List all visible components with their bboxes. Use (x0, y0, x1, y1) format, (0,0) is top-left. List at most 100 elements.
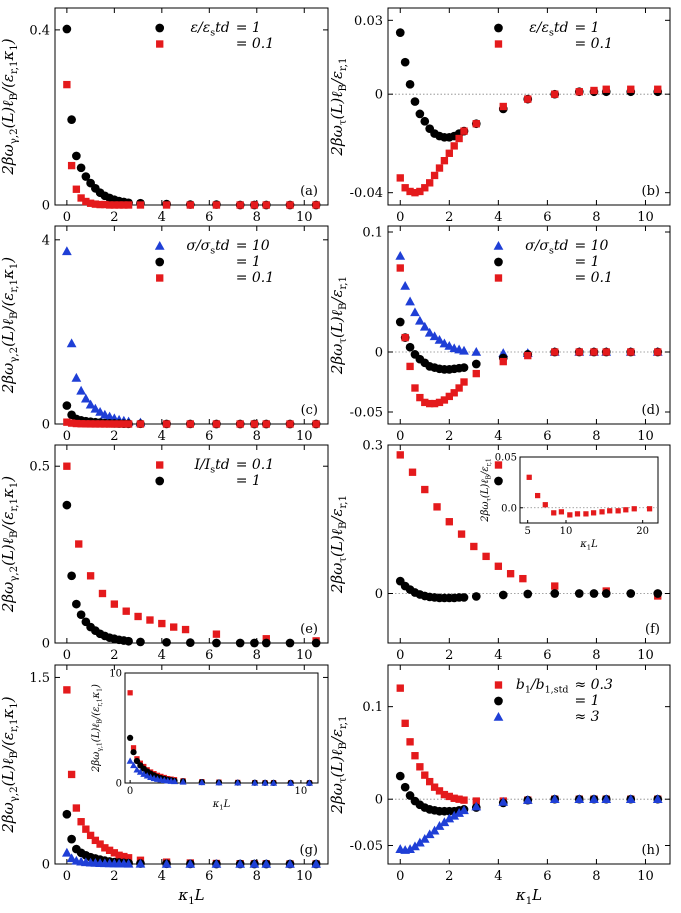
data-point (415, 315, 425, 325)
data-point (250, 638, 259, 648)
x-tick-label: 8 (253, 648, 261, 663)
data-point (235, 638, 245, 648)
legend-entry: = 1 (155, 20, 261, 36)
data-point (424, 327, 435, 337)
legend-entry: = 1 (494, 693, 600, 709)
data-point (162, 637, 171, 647)
data-point (471, 801, 482, 811)
inset-data-point (251, 779, 259, 786)
data-point (395, 317, 405, 327)
legend-entry: = 0.1 (494, 270, 613, 286)
data-point (312, 201, 320, 209)
inset-data-point (542, 502, 548, 508)
data-point (81, 172, 91, 181)
data-point (626, 589, 636, 598)
inset: 0 10 0 10 κ1L 2βωγ,1(L)ℓB/(εr,1κ1) (91, 669, 319, 812)
legend-label: = 1 (236, 254, 261, 270)
data-point (522, 795, 533, 804)
data-point (654, 348, 662, 356)
data-point (110, 849, 119, 857)
plot-frame (387, 7, 671, 206)
data-point (400, 280, 411, 290)
data-point (440, 157, 449, 165)
x-tick-label: 8 (592, 648, 600, 663)
data-point (471, 346, 482, 356)
y-tick-label: 0.4 (29, 23, 50, 38)
data-point (67, 115, 76, 124)
data-point (96, 840, 104, 848)
data-point (410, 841, 420, 851)
x-tick-label: 4 (494, 648, 502, 663)
data-point (421, 184, 429, 192)
data-point (115, 420, 123, 428)
data-point (455, 384, 463, 392)
data-point (136, 420, 145, 428)
data-point (170, 623, 178, 631)
data-point (236, 420, 244, 428)
inset-data-point (127, 690, 133, 696)
data-point (158, 619, 166, 628)
panel-label: (d) (642, 403, 660, 418)
inset-data-point (615, 508, 621, 514)
panel-b: 0 2 4 6 8 10 -0.04 0 0.03 2βωτ(L)ℓB/εr,1 ε/εstd = 1… (328, 7, 671, 225)
data-point (72, 804, 81, 812)
data-point (63, 686, 71, 694)
series-0 (63, 462, 320, 645)
x-tick-label: 0 (63, 210, 71, 225)
legend-entry: = 1 (155, 473, 261, 489)
data-point (71, 372, 82, 382)
legend-marker (155, 23, 165, 33)
data-point (411, 384, 419, 392)
data-point (212, 630, 221, 638)
data-point (63, 80, 71, 89)
data-point (439, 338, 450, 348)
data-point (396, 451, 404, 459)
x-tick-label: 8 (253, 210, 261, 225)
data-point (601, 794, 612, 803)
data-point (419, 321, 430, 331)
data-point (471, 592, 481, 601)
inset-data-point (136, 768, 144, 775)
legend-marker (155, 257, 165, 267)
data-point (136, 201, 145, 209)
x-tick-label: 0 (63, 869, 71, 884)
data-point (162, 420, 171, 428)
data-point (499, 102, 507, 111)
data-point (401, 719, 409, 727)
plot-frame (387, 225, 671, 425)
y-axis-label: 2βωτ(L)ℓB/εr,1 (328, 495, 349, 594)
x-tick-label: 6 (543, 210, 551, 225)
plot-frame (54, 444, 329, 644)
data-point (91, 200, 100, 208)
data-point (311, 638, 321, 648)
legend-entry: = 0.1 (156, 270, 274, 286)
data-point (411, 189, 419, 197)
data-point (76, 610, 86, 620)
inset-data-point (646, 506, 653, 512)
data-point (410, 97, 420, 106)
data-point (575, 348, 583, 356)
legend-label: = 10 (574, 238, 608, 254)
x-tick-label: 4 (158, 429, 166, 444)
data-point (589, 794, 599, 803)
x-tick-label: 10 (637, 869, 654, 884)
y-tick-label: 0 (42, 418, 50, 433)
data-point (285, 858, 295, 868)
y-tick-label: 0.1 (362, 700, 383, 715)
data-point (429, 331, 440, 341)
data-point (445, 392, 453, 401)
panel-label: (c) (301, 403, 318, 418)
inset-data-point (567, 512, 573, 518)
series-0 (395, 250, 663, 357)
data-point (77, 420, 85, 428)
legend-entry: ≈ 0.3 (494, 677, 613, 693)
data-point (444, 340, 455, 350)
data-point (101, 844, 109, 852)
x-tick-label: 2 (445, 869, 453, 884)
data-point (440, 790, 449, 799)
data-point (519, 574, 527, 583)
legend-label: = 0.1 (574, 36, 612, 52)
data-point (101, 200, 109, 209)
legend-label: = 10 (236, 238, 270, 254)
